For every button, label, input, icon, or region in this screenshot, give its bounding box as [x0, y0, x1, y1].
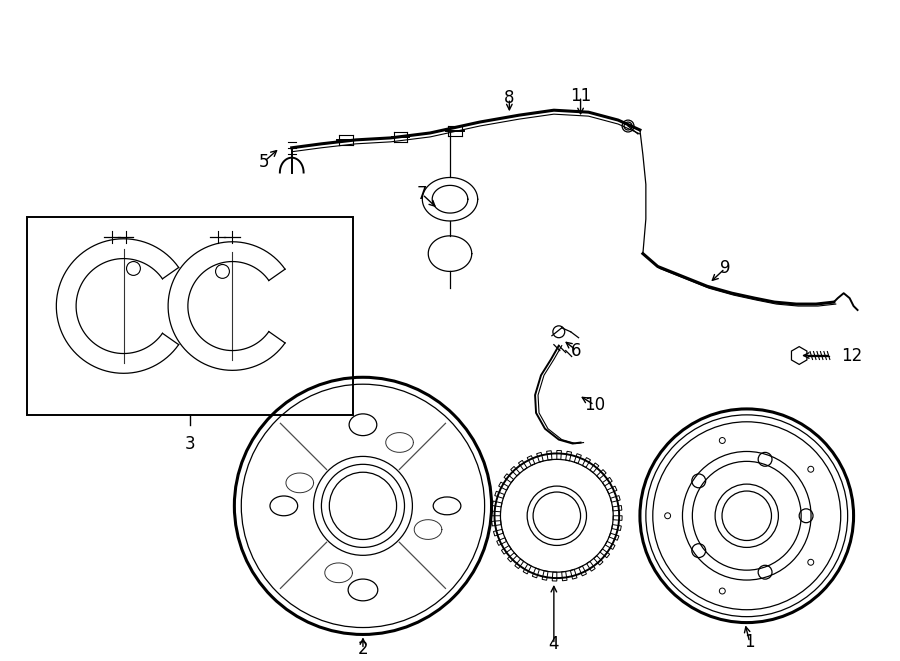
Text: 8: 8 [504, 89, 515, 107]
Text: 6: 6 [572, 342, 582, 360]
Text: 5: 5 [259, 153, 269, 171]
Bar [27, 217, 353, 415]
Text: 2: 2 [357, 641, 368, 658]
Text: 9: 9 [720, 260, 730, 278]
Text: 7: 7 [417, 185, 428, 204]
Text: 1: 1 [744, 633, 755, 651]
Text: 10: 10 [584, 396, 605, 414]
Text: 4: 4 [549, 635, 559, 653]
Text: 3: 3 [184, 435, 195, 453]
Text: 12: 12 [841, 346, 862, 364]
Text: 11: 11 [570, 87, 591, 105]
